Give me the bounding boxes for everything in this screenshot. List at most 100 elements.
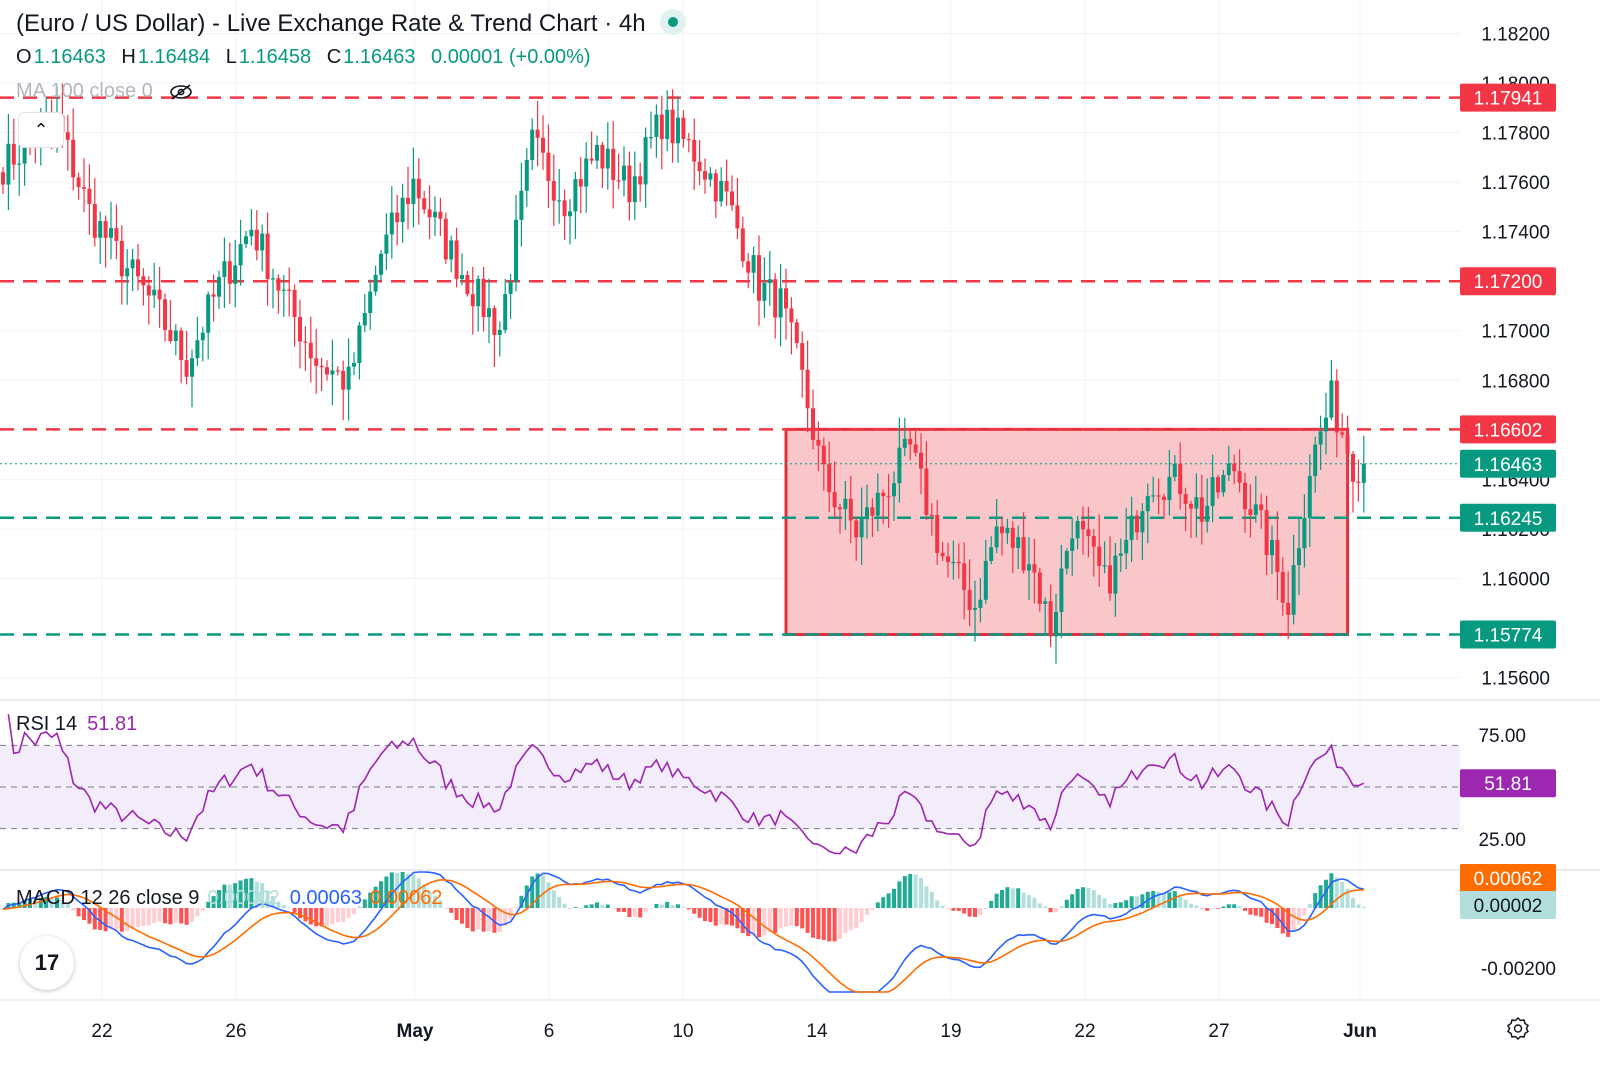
macd-hist-bar <box>406 873 410 908</box>
macd-hist-bar <box>708 908 713 923</box>
macd-hist-bar <box>449 908 454 913</box>
macd-hist-bar <box>119 908 124 932</box>
candle <box>141 268 146 306</box>
macd-hist-bar <box>1135 896 1139 908</box>
candle <box>854 516 859 561</box>
macd-hist-bar <box>935 900 940 908</box>
candle-body <box>1264 510 1269 556</box>
candle-body <box>503 294 508 330</box>
macd-hist-bar <box>859 908 864 923</box>
candle-body <box>730 191 734 206</box>
candle <box>535 100 540 167</box>
candle <box>600 141 605 189</box>
macd-hist-bar <box>643 908 648 912</box>
macd-hist-bar <box>1243 908 1247 911</box>
macd-hist-bar <box>44 896 49 908</box>
open-value: 1.16463 <box>33 46 106 68</box>
candle-body <box>962 563 967 590</box>
candle-body <box>865 507 869 520</box>
level-badge-1.15774-text: 1.15774 <box>1474 626 1543 647</box>
candle <box>384 213 389 271</box>
candle-body <box>524 159 529 191</box>
candle <box>325 360 329 381</box>
macd-hist-bar <box>1162 893 1166 908</box>
candle-body <box>314 358 319 366</box>
candle-body <box>406 197 410 204</box>
gear-icon[interactable] <box>1506 1016 1530 1040</box>
candle-body <box>1259 504 1264 511</box>
price-tick-1.16800: 1.16800 <box>1481 371 1550 392</box>
candle <box>848 475 853 544</box>
candle-body <box>557 200 562 202</box>
candle <box>152 262 157 308</box>
candle <box>703 158 707 194</box>
macd-hist-bar <box>713 908 718 926</box>
candle-body <box>1340 432 1345 435</box>
candle <box>416 158 421 225</box>
macd-hist-bar <box>103 908 108 932</box>
candle <box>654 104 659 158</box>
eye-off-icon[interactable] <box>169 84 193 100</box>
candle-body <box>1043 601 1048 604</box>
candle <box>1010 521 1015 574</box>
candle-body <box>168 330 173 341</box>
collapse-legend-button[interactable]: ⌃ <box>18 112 64 148</box>
macd-hist-bar <box>1048 908 1053 913</box>
candle <box>114 204 119 260</box>
macd-hist-bar <box>416 878 421 908</box>
macd-hist-bar <box>514 907 518 908</box>
ma-legend[interactable]: MA 100 close 0 <box>16 80 193 103</box>
candle-body <box>460 274 464 279</box>
macd-hist-bar <box>411 874 416 908</box>
candle-body <box>859 519 864 538</box>
macd-hist-bar <box>276 901 281 908</box>
low-label: L <box>225 46 237 68</box>
macd-hist-bar <box>1216 908 1220 909</box>
rsi-value-badge: 51.81 <box>1460 769 1556 798</box>
candle-body <box>476 278 481 307</box>
candle <box>1264 495 1269 576</box>
macd-hist-bar <box>17 902 22 908</box>
candle <box>638 162 643 202</box>
macd-hist-bar <box>22 899 27 908</box>
candle-body <box>308 342 313 359</box>
macd-hist-bar <box>1226 904 1231 908</box>
candle <box>173 324 178 356</box>
macd-hist-bar <box>1113 903 1118 908</box>
macd-hist-bar <box>427 891 432 908</box>
candle <box>341 360 346 421</box>
macd-hist-bar <box>1259 908 1264 917</box>
macd-hist-bar <box>465 908 470 928</box>
macd-hist-bar <box>951 908 956 911</box>
macd-hist-bar <box>848 908 853 931</box>
macd-hist-bar <box>497 908 502 933</box>
candle <box>1302 494 1307 568</box>
candle-body <box>1356 481 1361 483</box>
candle <box>265 212 270 306</box>
macd-hist-bar <box>173 908 178 923</box>
candle-body <box>1313 444 1318 477</box>
candle-body <box>222 261 227 278</box>
macd-hist-bar <box>281 905 286 908</box>
candle <box>1205 478 1210 533</box>
candle <box>179 327 184 384</box>
candle <box>362 293 367 333</box>
candle-body <box>470 294 475 307</box>
candle <box>827 441 832 512</box>
candle <box>1275 511 1280 600</box>
candle-body <box>368 291 373 314</box>
tradingview-logo[interactable]: 17 <box>20 936 74 990</box>
candle <box>789 297 794 355</box>
candle <box>1340 413 1345 439</box>
candle-body <box>1070 538 1075 551</box>
candle <box>524 148 529 207</box>
candle <box>649 111 653 149</box>
candle-body <box>584 158 589 187</box>
candle-body <box>924 468 929 515</box>
candle <box>1324 392 1328 455</box>
candle-body <box>913 444 918 453</box>
candle <box>1145 483 1150 544</box>
macd-hist-bar <box>362 899 367 908</box>
macd-hist-bar <box>1178 895 1183 908</box>
